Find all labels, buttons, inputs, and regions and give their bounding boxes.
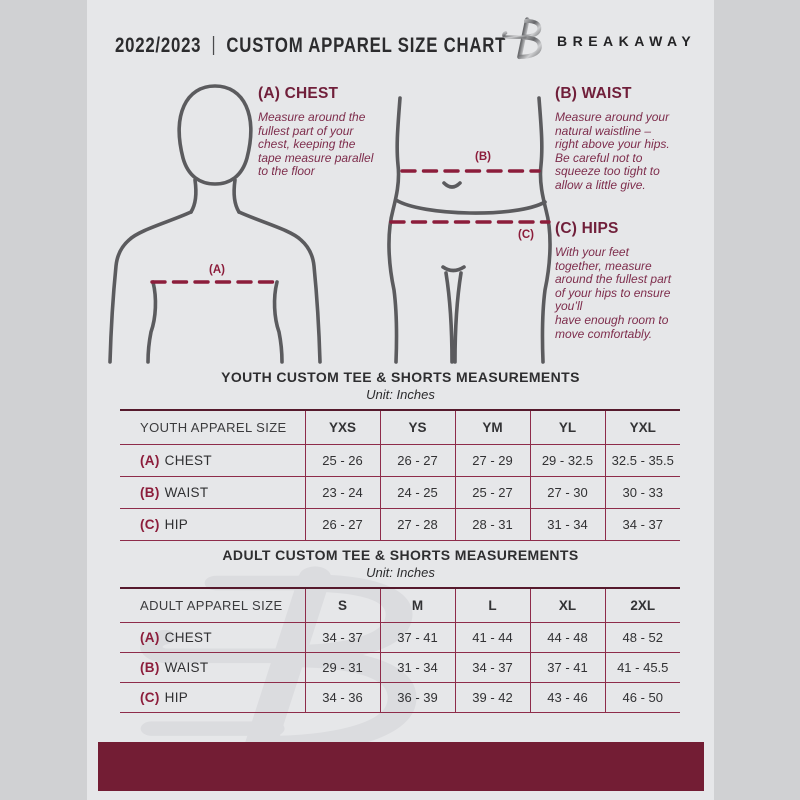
size-cell: 24 - 25 (379, 476, 455, 509)
footer-bar (98, 742, 704, 791)
page-title: 2022/2023 | CUSTOM APPAREL SIZE CHART (115, 24, 506, 66)
section-waist-description: Measure around your natural waistline – … (555, 110, 670, 192)
size-cell: 27 - 30 (529, 476, 605, 509)
section-hips: (C) HIPS With your feet together, measur… (555, 220, 714, 341)
youth-header-row: YOUTH APPAREL SIZE YXS YS YM YL YXL (120, 410, 680, 445)
youth-table-unit: Unit: Inches (366, 387, 435, 402)
size-cell: 32.5 - 35.5 (604, 444, 680, 477)
size-cell: 37 - 41 (529, 652, 605, 683)
chest-line-label: (A) (209, 264, 225, 276)
size-cell: 43 - 46 (529, 682, 605, 713)
size-cell: 27 - 28 (379, 508, 455, 541)
column-header: YXS (304, 410, 380, 445)
breakaway-logo-icon (502, 17, 542, 60)
season-label: 2022/2023 (115, 32, 202, 57)
size-cell: 25 - 27 (454, 476, 530, 509)
row-label: (B) WAIST (120, 476, 305, 509)
hip-line-label: (C) (518, 229, 534, 241)
table-row: (C) HIP 34 - 36 36 - 39 39 - 42 43 - 46 4… (120, 682, 680, 713)
waist-line-label: (B) (475, 151, 491, 163)
size-cell: 29 - 32.5 (529, 444, 605, 477)
column-header: YM (454, 410, 530, 445)
column-header: XL (529, 588, 605, 623)
section-hips-description: With your feet together, measure around … (555, 245, 672, 341)
row-label-text: CHEST (164, 453, 212, 468)
size-cell: 41 - 44 (454, 622, 530, 653)
table-row: (B) WAIST 23 - 24 24 - 25 25 - 27 27 - 30… (120, 476, 680, 509)
column-header: S (304, 588, 380, 623)
size-cell: 41 - 45.5 (604, 652, 680, 683)
row-label: (C) HIP (120, 508, 305, 541)
table-row: (C) HIP 26 - 27 27 - 28 28 - 31 31 - 34 3… (120, 508, 680, 541)
row-label-text: WAIST (164, 485, 209, 500)
size-cell: 30 - 33 (604, 476, 680, 509)
column-header: YL (529, 410, 605, 445)
youth-table-title: YOUTH CUSTOM TEE & SHORTS MEASUREMENTS (221, 369, 580, 385)
section-waist-heading: (B) WAIST (555, 85, 632, 102)
column-header: L (454, 588, 530, 623)
adult-table-unit: Unit: Inches (366, 565, 435, 580)
row-label-prefix: (B) (140, 660, 160, 675)
section-chest-description: Measure around the fullest part of your … (258, 110, 374, 179)
section-chest: (A) CHEST Measure around the fullest par… (258, 85, 443, 179)
column-header: YOUTH APPAREL SIZE (120, 410, 305, 445)
row-label-text: HIP (164, 690, 189, 705)
column-header: M (379, 588, 455, 623)
size-cell: 26 - 27 (379, 444, 455, 477)
adult-table-title: ADULT CUSTOM TEE & SHORTS MEASUREMENTS (222, 547, 579, 563)
row-label-text: CHEST (164, 630, 212, 645)
size-cell: 28 - 31 (454, 508, 530, 541)
title-text: CUSTOM APPAREL SIZE CHART (226, 32, 507, 57)
adult-size-table: ADULT APPAREL SIZE S M L XL 2XL (A) CHEST… (120, 587, 680, 713)
row-label-prefix: (A) (140, 453, 160, 468)
size-cell: 25 - 26 (304, 444, 380, 477)
lower-body-figure-outline (387, 96, 552, 364)
upper-body-figure-outline (108, 84, 322, 364)
column-header: 2XL (604, 588, 680, 623)
size-cell: 29 - 31 (304, 652, 380, 683)
column-header: YXL (604, 410, 680, 445)
size-cell: 34 - 36 (304, 682, 380, 713)
measurement-dashed-lines (150, 169, 551, 284)
section-waist: (B) WAIST Measure around your natural wa… (555, 85, 714, 193)
adult-header-row: ADULT APPAREL SIZE S M L XL 2XL (120, 588, 680, 623)
size-cell: 37 - 41 (379, 622, 455, 653)
table-row: (A) CHEST 34 - 37 37 - 41 41 - 44 44 - 48… (120, 622, 680, 653)
size-cell: 46 - 50 (604, 682, 680, 713)
row-label-prefix: (C) (140, 690, 160, 705)
body-measurement-diagram (108, 84, 552, 364)
size-cell: 26 - 27 (304, 508, 380, 541)
table-row: (A) CHEST 25 - 26 26 - 27 27 - 29 29 - 32… (120, 444, 680, 477)
size-cell: 34 - 37 (304, 622, 380, 653)
section-chest-heading: (A) CHEST (258, 85, 339, 102)
row-label: (A) CHEST (120, 445, 305, 477)
column-header: ADULT APPAREL SIZE (120, 588, 305, 623)
size-cell: 23 - 24 (304, 476, 380, 509)
size-cell: 31 - 34 (379, 652, 455, 683)
title-divider: | (211, 33, 217, 56)
size-cell: 44 - 48 (529, 622, 605, 653)
row-label: (C) HIP (120, 682, 305, 713)
row-label: (A) CHEST (120, 623, 305, 653)
row-label-prefix: (A) (140, 630, 160, 645)
size-cell: 34 - 37 (454, 652, 530, 683)
row-label: (B) WAIST (120, 652, 305, 683)
column-header: YS (379, 410, 455, 445)
youth-size-table: YOUTH APPAREL SIZE YXS YS YM YL YXL (A) C… (120, 409, 680, 541)
size-chart-page: 2022/2023 | CUSTOM APPAREL SIZE CHART (87, 0, 714, 800)
row-label-prefix: (B) (140, 485, 160, 500)
row-label-prefix: (C) (140, 517, 160, 532)
brand-name: BREAKAWAY (557, 33, 697, 49)
row-label-text: WAIST (164, 660, 209, 675)
row-label-text: HIP (164, 517, 189, 532)
size-cell: 48 - 52 (604, 622, 680, 653)
table-row: (B) WAIST 29 - 31 31 - 34 34 - 37 37 - 41… (120, 652, 680, 683)
size-cell: 31 - 34 (529, 508, 605, 541)
size-cell: 36 - 39 (379, 682, 455, 713)
size-cell: 39 - 42 (454, 682, 530, 713)
size-cell: 34 - 37 (604, 508, 680, 541)
size-cell: 27 - 29 (454, 444, 530, 477)
section-hips-heading: (C) HIPS (555, 220, 619, 237)
